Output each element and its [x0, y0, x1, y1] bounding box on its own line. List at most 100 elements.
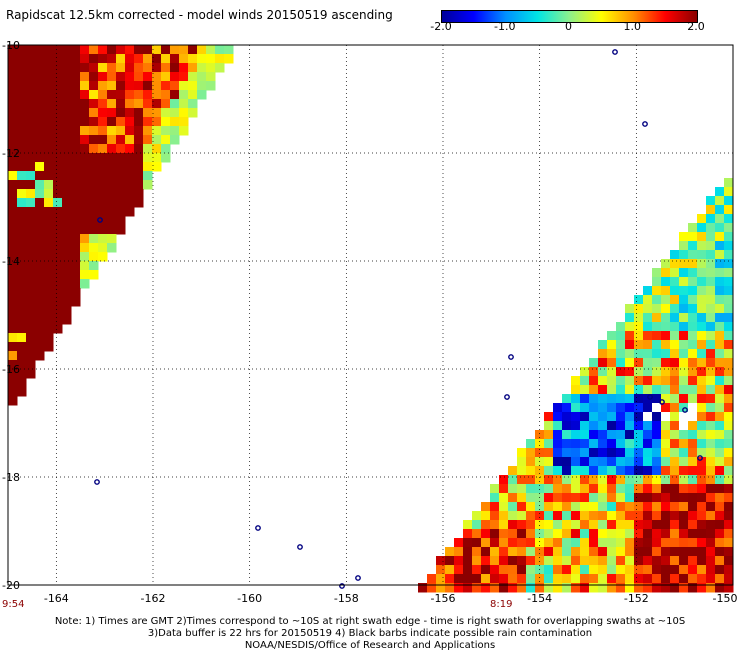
swath-cell-339: [107, 189, 117, 199]
swath-cell-701: [706, 358, 716, 368]
swath-cell-235: [107, 135, 117, 145]
swath-cell-691: [616, 358, 626, 368]
swath-cell-409: [107, 234, 117, 244]
swath-cell-1337: [607, 583, 617, 593]
swath-cell-54: [44, 63, 54, 73]
longitude-labels: -164 -162 -160 -158 -156 -154 -152 -150: [44, 592, 738, 605]
swath-cell-321: [89, 180, 99, 190]
swath-cell-1159: [508, 538, 518, 548]
swath-cell-212: [80, 126, 90, 136]
swath-cell-1240: [652, 556, 662, 566]
swath-cell-237: [125, 135, 135, 145]
swath-cell-302: [62, 171, 72, 181]
swath-cell-37: [116, 54, 126, 64]
swath-cell-1033: [706, 493, 716, 503]
swath-cell-827: [634, 421, 644, 431]
swath-cell-841: [562, 430, 572, 440]
swath-cell-1018: [571, 493, 581, 503]
swath-cell-190: [62, 117, 72, 127]
swath-cell-110: [125, 81, 135, 91]
swath-cell-686: [715, 349, 725, 359]
swath-cell-374: [26, 216, 36, 226]
swath-cell-1086: [670, 511, 680, 521]
swath-cell-750: [670, 385, 680, 395]
swath-cell-1114: [652, 520, 662, 530]
swath-cell-104: [71, 81, 81, 91]
swath-cell-113: [152, 81, 162, 91]
swath-cell-1041: [526, 502, 536, 512]
swath-cell-1123: [463, 529, 473, 539]
swath-cell-1064: [472, 511, 482, 521]
swath-cell-880: [706, 439, 716, 449]
swath-cell-819: [562, 421, 572, 431]
swath-cell-1130: [526, 529, 536, 539]
swath-cell-1117: [679, 520, 689, 530]
swath-cell-975: [670, 475, 680, 485]
swath-cell-395: [98, 225, 108, 235]
swath-cell-1342: [652, 583, 662, 593]
swath-cell-1140: [616, 529, 626, 539]
swath-cell-828: [643, 421, 653, 431]
swath-cell-208: [44, 126, 54, 136]
swath-cell-410: [8, 243, 18, 253]
swath-cell-1322: [472, 583, 482, 593]
swath-cell-685: [706, 349, 716, 359]
swath-cell-1080: [616, 511, 626, 521]
swath-cell-1115: [661, 520, 671, 530]
swath-cell-770: [679, 394, 689, 404]
swath-cell-918: [616, 457, 626, 467]
swath-cell-428: [62, 252, 72, 262]
swath-cell-904: [706, 448, 716, 458]
swath-cell-694: [643, 358, 653, 368]
swath-cell-600: [670, 295, 680, 305]
swath-cell-85: [107, 72, 117, 82]
swath-cell-145: [35, 99, 45, 109]
swath-cell-385: [8, 225, 18, 235]
swath-cell-1008: [724, 484, 734, 494]
swath-cell-1330: [544, 583, 554, 593]
swath-cell-1174: [643, 538, 653, 548]
swath-cell-1073: [553, 511, 563, 521]
swath-cell-1121: [715, 520, 725, 530]
swath-cell-673: [598, 349, 608, 359]
swath-cell-28: [35, 54, 45, 64]
swath-cell-679: [652, 349, 662, 359]
swath-cell-995: [607, 484, 617, 494]
swath-cell-708: [616, 367, 626, 377]
swath-cell-541: [679, 232, 689, 242]
lon-label-3: -158: [334, 592, 359, 605]
swath-cell-798: [562, 412, 572, 422]
swath-cell-24: [224, 45, 234, 55]
swath-cell-871: [625, 439, 635, 449]
swath-cell-852: [661, 430, 671, 440]
swath-cell-335: [71, 189, 81, 199]
swath-cell-45: [188, 54, 198, 64]
swath-cell-644: [607, 331, 617, 341]
swath-cell-196: [116, 117, 126, 127]
swath-cell-878: [688, 439, 698, 449]
swath-cell-476: [62, 297, 72, 307]
swath-cell-1170: [607, 538, 617, 548]
swath-cell-238: [134, 135, 144, 145]
swath-cell-922: [652, 457, 662, 467]
swath-cell-753: [697, 385, 707, 395]
swath-cell-726: [616, 376, 626, 386]
swath-cell-1084: [652, 511, 662, 521]
swath-cell-1213: [706, 547, 716, 557]
lon-label-5: -154: [527, 592, 552, 605]
swath-cell-29: [44, 54, 54, 64]
swath-cell-466: [44, 288, 54, 298]
swath-cell-893: [607, 448, 617, 458]
swath-cell-1235: [607, 556, 617, 566]
swath-cell-879: [697, 439, 707, 449]
swath-cell-336: [80, 189, 90, 199]
swath-cell-677: [634, 349, 644, 359]
swath-cell-772: [697, 394, 707, 404]
swath-cell-527: [715, 196, 725, 206]
swath-cell-120: [8, 90, 18, 100]
swath-cell-546: [724, 232, 734, 242]
lat-label-5: -20: [2, 579, 20, 592]
swath-cell-1290: [499, 574, 509, 584]
swath-cell-105: [80, 81, 90, 91]
swath-cell-571: [679, 268, 689, 278]
